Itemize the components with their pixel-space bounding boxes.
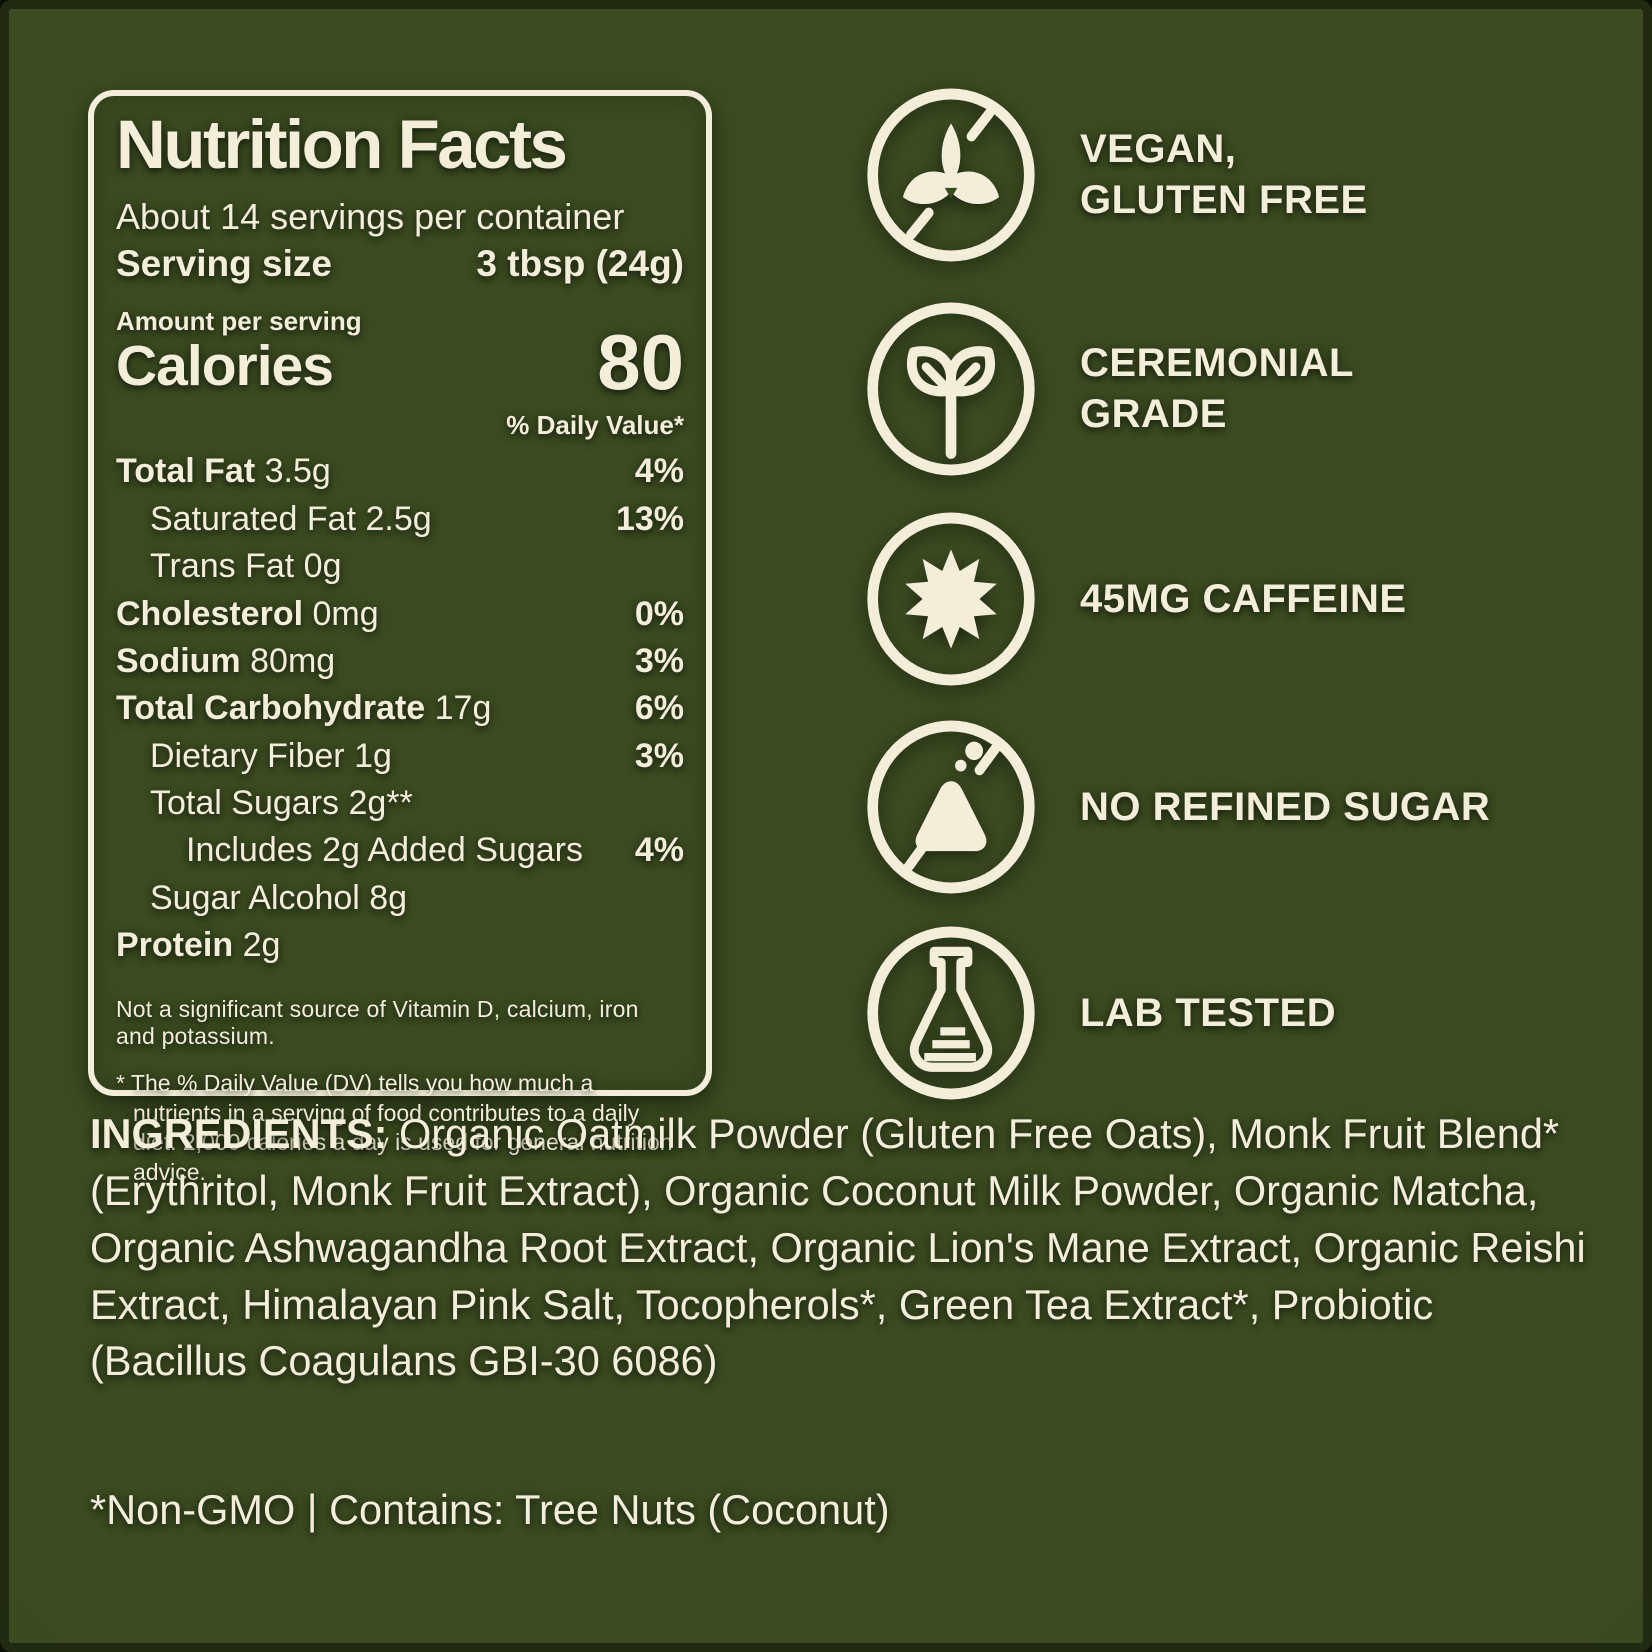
nutrient-row-protein: Protein 2g: [116, 926, 281, 965]
starburst-icon: [867, 512, 1035, 686]
calories-value: 80: [597, 318, 684, 407]
badge-caffeine: 45MG CAFFEINE: [862, 508, 1407, 690]
nutrient-row-cholesterol: Cholesterol 0mg 0%: [116, 594, 684, 633]
amount-per-serving-label: Amount per serving: [116, 306, 362, 337]
serving-size-value: 3 tbsp (24g): [476, 243, 684, 285]
nutrient-row-sugar-alcohol: Sugar Alcohol 8g: [150, 878, 408, 917]
nutrient-row-trans-fat: Trans Fat 0g: [150, 547, 342, 586]
lab-flask-icon: [867, 926, 1035, 1100]
badge-label: CEREMONIAL GRADE: [1080, 341, 1354, 436]
nutrition-facts-title: Nutrition Facts: [116, 106, 568, 183]
ingredients-list: Organic Oatmilk Powder (Gluten Free Oats…: [90, 1110, 1586, 1385]
not-significant-note: Not a significant source of Vitamin D, c…: [116, 995, 639, 1049]
badge-label: LAB TESTED: [1080, 990, 1337, 1035]
allergen-note: *Non-GMO | Contains: Tree Nuts (Coconut): [90, 1486, 890, 1533]
nutrient-row-sodium: Sodium 80mg 3%: [116, 641, 684, 680]
servings-per-container: About 14 servings per container: [116, 196, 625, 238]
badge-lab-tested: LAB TESTED: [862, 922, 1336, 1104]
badge-no-refined-sugar: NO REFINED SUGAR: [862, 716, 1490, 898]
calories-label: Calories: [116, 334, 334, 399]
daily-value-header: % Daily Value*: [506, 410, 684, 441]
nutrient-row-dietary-fiber: Dietary Fiber 1g 3%: [150, 736, 684, 775]
nutrient-row-added-sugars: Includes 2g Added Sugars 4%: [186, 831, 684, 870]
badge-ceremonial-grade: CEREMONIAL GRADE: [862, 298, 1354, 480]
nutrient-row-total-carbohydrate: Total Carbohydrate 17g 6%: [116, 689, 684, 728]
nutrient-row-total-fat: Total Fat 3.5g 4%: [116, 452, 684, 491]
serving-size-row: Serving size 3 tbsp (24g): [116, 243, 684, 285]
crossed-grain-icon: [867, 88, 1035, 262]
nutrient-row-total-sugars: Total Sugars 2g**: [150, 784, 413, 823]
calories-row: Calories 80: [116, 318, 684, 407]
ingredients-heading: INGREDIENTS:: [90, 1110, 388, 1157]
sprout-icon: [867, 302, 1035, 476]
no-sugar-icon: [867, 720, 1035, 894]
ingredients-paragraph: INGREDIENTS: Organic Oatmilk Powder (Glu…: [90, 1106, 1590, 1390]
nutrition-facts-panel: Nutrition Facts About 14 servings per co…: [88, 90, 712, 1185]
badge-label: 45MG CAFFEINE: [1080, 576, 1407, 621]
badge-label: NO REFINED SUGAR: [1080, 784, 1491, 829]
badge-label: VEGAN, GLUTEN FREE: [1080, 127, 1368, 222]
daily-value-footnote: * The % Daily Value (DV) tells you how m…: [116, 1069, 673, 1186]
serving-size-label: Serving size: [116, 243, 332, 285]
nutrient-row-saturated-fat: Saturated Fat 2.5g 13%: [150, 499, 684, 538]
badge-vegan-gluten-free: VEGAN, GLUTEN FREE: [862, 84, 1368, 266]
